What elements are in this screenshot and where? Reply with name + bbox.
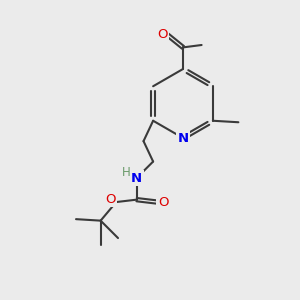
Text: O: O [157,28,167,41]
Text: O: O [105,193,116,206]
Text: N: N [177,131,189,145]
Text: H: H [122,166,130,179]
Text: N: N [131,172,142,184]
Text: O: O [158,196,168,208]
